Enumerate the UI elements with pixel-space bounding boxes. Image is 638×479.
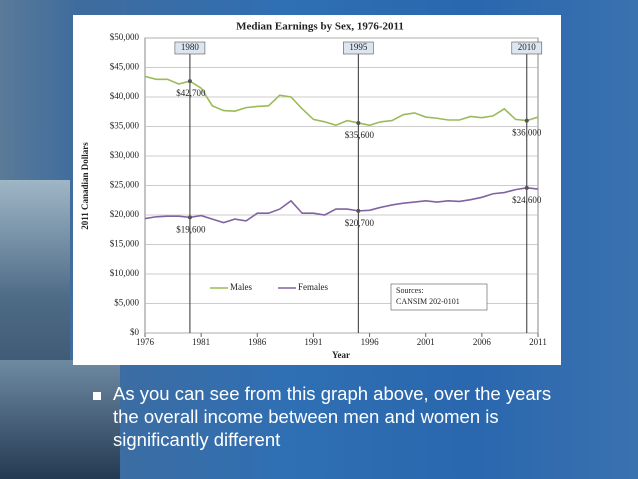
point-label: $42,700 [176,88,206,98]
x-tick-label: 1981 [192,337,210,347]
bullet-marker [93,392,101,400]
point-marker [356,208,361,213]
point-label: $35,600 [345,130,375,140]
y-tick-label: $40,000 [110,91,140,101]
chart-title: Median Earnings by Sex, 1976-2011 [236,21,404,33]
x-axis-label: Year [332,350,350,360]
legend-label: Females [298,282,328,292]
legend-label: Males [230,282,252,292]
marker-box [343,41,374,55]
building-image [0,360,120,479]
y-tick-label: $5,000 [114,298,139,308]
point-label: $24,600 [512,195,542,205]
x-tick-label: 1986 [248,337,267,347]
marker-box [174,41,206,55]
y-tick-label: $50,000 [110,32,140,42]
series-line [144,187,539,224]
point-label: $19,600 [176,224,206,234]
x-tick-label: 2011 [529,337,547,347]
bullet-text: As you can see from this graph above, ov… [113,383,552,450]
y-tick-label: $20,000 [110,209,140,219]
y-tick-label: $45,000 [110,62,140,72]
y-tick-label: $15,000 [110,239,140,249]
source-text: Sources: [396,286,424,295]
marker-label: 2010 [518,42,537,52]
marker-box [511,41,543,55]
point-marker [524,185,529,190]
point-marker [187,215,192,220]
marker-label: 1995 [349,42,368,52]
point-marker [187,79,192,84]
y-tick-label: $25,000 [110,180,140,190]
marker-label: 1980 [181,42,200,52]
x-tick-label: 1976 [136,337,155,347]
x-tick-label: 1991 [304,337,322,347]
y-tick-label: $30,000 [110,150,140,160]
y-tick-label: $10,000 [110,268,140,278]
y-axis-label: 2011 Canadian Dollars [80,142,90,230]
point-label: $36,000 [512,128,542,138]
y-tick-label: $35,000 [110,121,140,131]
source-box [390,283,488,311]
series-line [144,75,539,127]
y-tick-label: $0 [130,327,140,337]
point-label: $20,700 [345,218,375,228]
x-tick-label: 2001 [417,337,435,347]
x-tick-label: 2006 [473,337,492,347]
point-marker [524,118,529,123]
x-tick-label: 1996 [361,337,380,347]
point-marker [356,120,361,125]
source-text: CANSIM 202-0101 [396,297,460,306]
